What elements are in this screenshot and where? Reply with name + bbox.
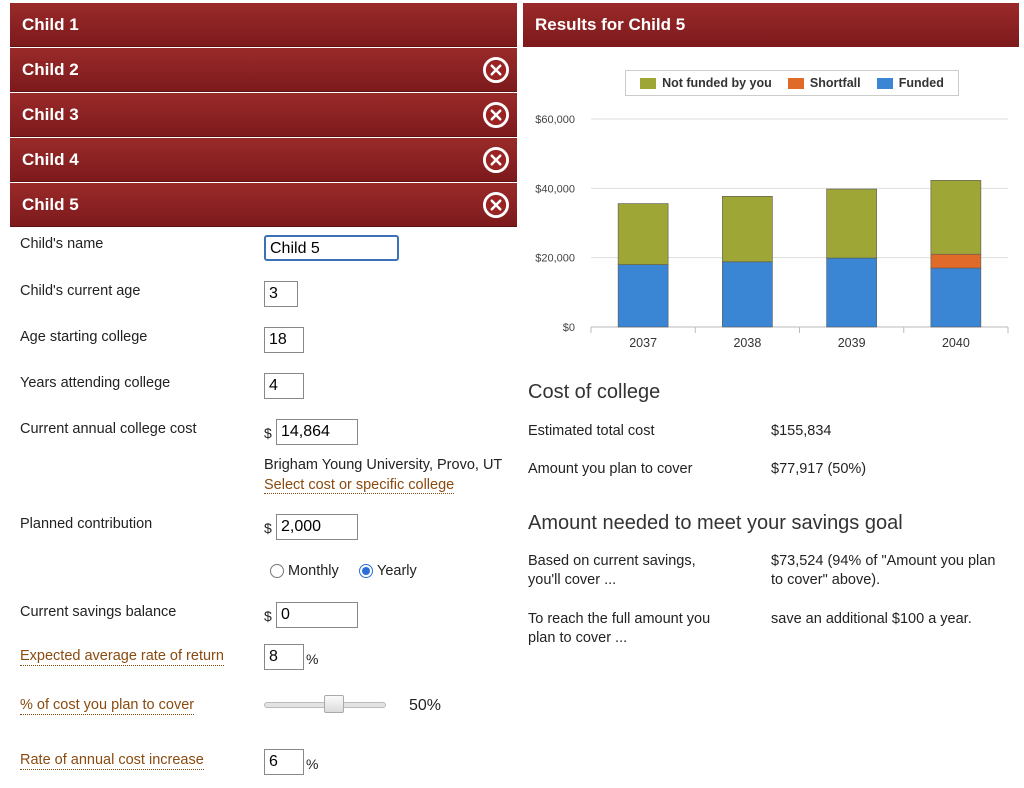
y-tick-label: $0 xyxy=(563,322,575,334)
bar-not-funded-by-you-2039 xyxy=(826,188,877,259)
cost-cover-slider-thumb[interactable] xyxy=(324,695,344,713)
y-tick-label: $60,000 xyxy=(535,114,575,126)
bar-not-funded-by-you-2038 xyxy=(722,196,773,263)
select-college-link[interactable]: Select cost or specific college xyxy=(264,477,455,494)
remove-child-icon[interactable] xyxy=(483,192,509,218)
plan-cover-label: Amount you plan to cover xyxy=(528,461,693,477)
y-tick-label: $40,000 xyxy=(535,183,575,195)
child-header-label: Child 1 xyxy=(22,15,79,34)
college-name: Brigham Young University, Provo, UT xyxy=(264,457,503,473)
child-header-4[interactable]: Child 4 xyxy=(10,138,517,182)
current-savings-label: Based on current savings, you'll cover .… xyxy=(528,553,696,588)
age-starting-input[interactable]: 18 xyxy=(264,327,304,353)
legend-funded: Funded xyxy=(876,76,944,90)
bar-shortfall-2040 xyxy=(930,253,982,269)
x-tick-label: 2040 xyxy=(942,336,970,350)
child-header-label: Child 4 xyxy=(22,150,79,169)
current-savings-value: $73,524 (94% of "Amount you plan to cove… xyxy=(771,553,996,588)
annual-cost-currency: $ xyxy=(264,425,272,441)
bar-funded-2037 xyxy=(617,264,669,328)
x-tick-label: 2037 xyxy=(629,336,657,350)
legend-not-funded: Not funded by you xyxy=(640,76,772,90)
plan-cover-value: $77,917 (50%) xyxy=(771,461,867,477)
chart-legend: Not funded by you Shortfall Funded xyxy=(625,70,959,96)
x-tick-label: 2039 xyxy=(838,336,866,350)
child-header-label: Child 5 xyxy=(22,195,79,214)
college-cost-chart: $0 $20,000 $40,000 $60,000 2037 2038 2039 2040 xyxy=(535,114,1009,350)
radio-monthly[interactable]: Monthly xyxy=(270,563,339,579)
annual-cost-label: Current annual college cost xyxy=(20,421,197,437)
savings-balance-input[interactable]: 0 xyxy=(276,602,358,628)
child-form-panel: Child 1 Child 2 Child 3 Child 4 Child 5 Chil… xyxy=(10,3,517,775)
legend-not-funded-label: Not funded by you xyxy=(662,76,772,90)
contribution-label: Planned contribution xyxy=(20,516,153,532)
bar-not-funded-by-you-2037 xyxy=(617,203,669,265)
annual-cost-input[interactable]: 14,864 xyxy=(276,419,358,445)
child-header-3[interactable]: Child 3 xyxy=(10,93,517,137)
total-cost-label: Estimated total cost xyxy=(528,423,655,439)
legend-shortfall-swatch xyxy=(787,77,804,89)
rate-of-return-input[interactable]: 8 xyxy=(264,644,304,670)
radio-monthly-label: Monthly xyxy=(288,563,339,579)
results-panel: Results for Child 5 Not funded by you Sh… xyxy=(520,0,1024,788)
years-attending-label: Years attending college xyxy=(20,375,171,391)
full-amount-value: save an additional $100 a year. xyxy=(771,611,972,627)
cost-increase-percent: % xyxy=(306,756,319,772)
child-header-label: Child 3 xyxy=(22,105,79,124)
goal-section-title: Amount needed to meet your savings goal xyxy=(528,512,903,534)
child-name-input[interactable]: Child 5 xyxy=(264,235,399,261)
legend-shortfall-label: Shortfall xyxy=(809,76,861,90)
legend-funded-swatch xyxy=(876,77,893,89)
cost-cover-label[interactable]: % of cost you plan to cover xyxy=(20,697,195,715)
cost-increase-label[interactable]: Rate of annual cost increase xyxy=(20,752,204,770)
bar-funded-2038 xyxy=(722,261,773,328)
current-age-input[interactable]: 3 xyxy=(264,281,298,307)
bar-funded-2040 xyxy=(930,267,982,328)
child-header-5[interactable]: Child 5 xyxy=(10,183,517,227)
legend-shortfall: Shortfall xyxy=(787,76,861,90)
bar-not-funded-by-you-2040 xyxy=(930,180,982,255)
legend-not-funded-swatch xyxy=(640,77,657,89)
contribution-currency: $ xyxy=(264,520,272,536)
child-name-label: Child's name xyxy=(20,236,104,252)
cost-cover-value: 50% xyxy=(409,697,442,714)
y-tick-label: $20,000 xyxy=(535,253,575,265)
x-tick-label: 2038 xyxy=(733,336,761,350)
rate-of-return-percent: % xyxy=(306,651,319,667)
legend-funded-label: Funded xyxy=(898,76,944,90)
cost-increase-input[interactable]: 6 xyxy=(264,749,304,775)
child-header-label: Child 2 xyxy=(22,60,79,79)
bar-funded-2039 xyxy=(826,257,877,328)
age-starting-label: Age starting college xyxy=(20,329,148,345)
rate-of-return-label[interactable]: Expected average rate of return xyxy=(20,648,224,666)
child-header-2[interactable]: Child 2 xyxy=(10,48,517,92)
radio-yearly[interactable]: Yearly xyxy=(359,563,417,579)
cost-section-title: Cost of college xyxy=(528,381,661,403)
remove-child-icon[interactable] xyxy=(483,57,509,83)
radio-monthly-circle[interactable] xyxy=(270,564,284,578)
radio-yearly-circle[interactable] xyxy=(359,564,373,578)
child-header-1[interactable]: Child 1 xyxy=(10,3,517,47)
results-title: Results for Child 5 xyxy=(523,3,1019,47)
savings-currency: $ xyxy=(264,608,272,624)
radio-yearly-label: Yearly xyxy=(377,563,417,579)
total-cost-value: $155,834 xyxy=(771,423,832,439)
current-age-label: Child's current age xyxy=(20,283,141,299)
remove-child-icon[interactable] xyxy=(483,102,509,128)
years-attending-input[interactable]: 4 xyxy=(264,373,304,399)
contribution-input[interactable]: 2,000 xyxy=(276,514,358,540)
savings-balance-label: Current savings balance xyxy=(20,604,177,620)
remove-child-icon[interactable] xyxy=(483,147,509,173)
full-amount-label: To reach the full amount you plan to cov… xyxy=(528,611,711,646)
